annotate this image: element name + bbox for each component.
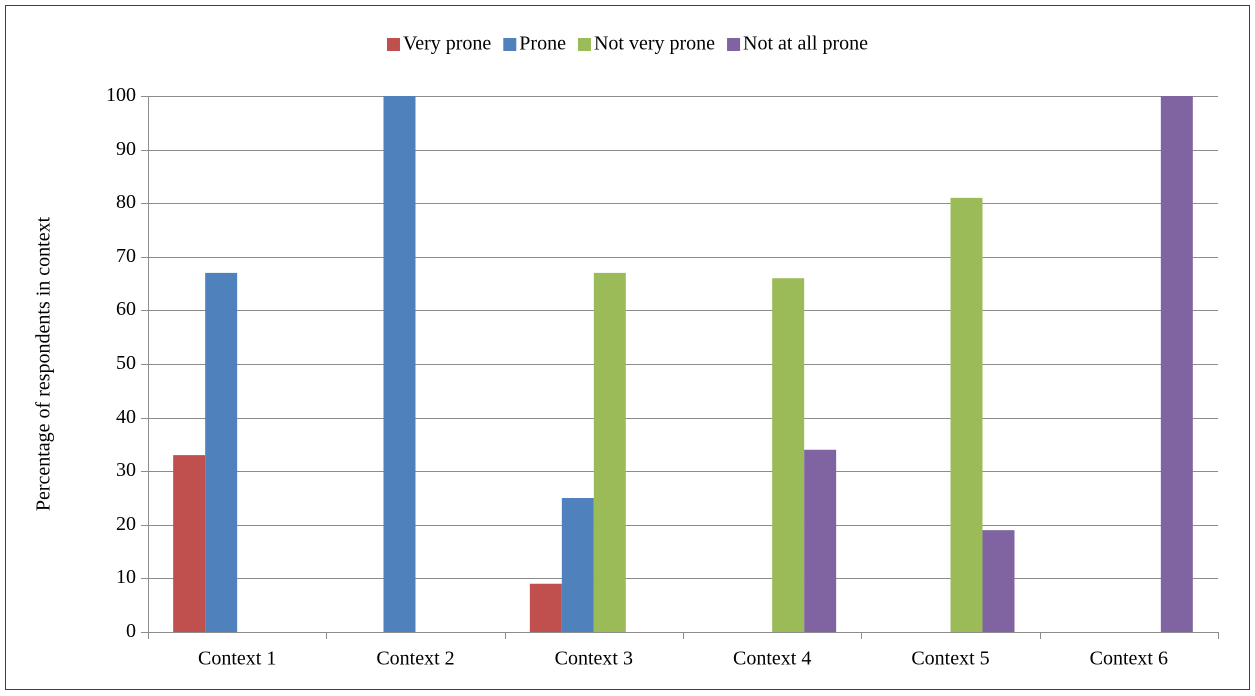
legend-label: Not at all prone bbox=[743, 33, 868, 55]
legend-swatch bbox=[577, 38, 591, 51]
x-tick-label: Context 4 bbox=[733, 648, 811, 670]
y-tick-label: 30 bbox=[116, 459, 136, 481]
x-tick-label: Context 5 bbox=[911, 648, 989, 670]
y-tick-label: 40 bbox=[116, 406, 136, 428]
bar bbox=[561, 498, 594, 632]
bar bbox=[804, 449, 837, 632]
x-tick-label: Context 3 bbox=[555, 648, 633, 670]
legend-label: Prone bbox=[519, 33, 566, 55]
y-tick-label: 60 bbox=[116, 298, 136, 320]
x-tick-label: Context 2 bbox=[376, 648, 454, 670]
bar bbox=[593, 272, 626, 632]
legend-swatch bbox=[386, 38, 400, 51]
y-tick-label: 0 bbox=[126, 620, 136, 642]
bar bbox=[205, 272, 238, 632]
x-tick-label: Context 6 bbox=[1090, 648, 1168, 670]
y-tick-label: 50 bbox=[116, 352, 136, 374]
x-tick-label: Context 1 bbox=[198, 648, 276, 670]
legend-swatch bbox=[727, 38, 741, 51]
bar bbox=[173, 455, 206, 632]
y-tick-label: 100 bbox=[106, 84, 136, 106]
y-tick-label: 80 bbox=[116, 191, 136, 213]
bar bbox=[982, 530, 1015, 632]
bar bbox=[950, 197, 983, 632]
bar bbox=[772, 278, 805, 632]
y-tick-label: 70 bbox=[116, 245, 136, 267]
bar bbox=[529, 583, 562, 632]
legend-label: Not very prone bbox=[594, 33, 715, 55]
y-tick-label: 90 bbox=[116, 138, 136, 160]
y-tick-label: 10 bbox=[116, 566, 136, 588]
bar bbox=[1160, 96, 1193, 632]
y-axis-label: Percentage of respondents in context bbox=[33, 216, 55, 511]
bar bbox=[383, 96, 416, 632]
y-tick-label: 20 bbox=[116, 513, 136, 535]
legend-label: Very prone bbox=[403, 33, 491, 55]
legend-swatch bbox=[503, 38, 517, 51]
